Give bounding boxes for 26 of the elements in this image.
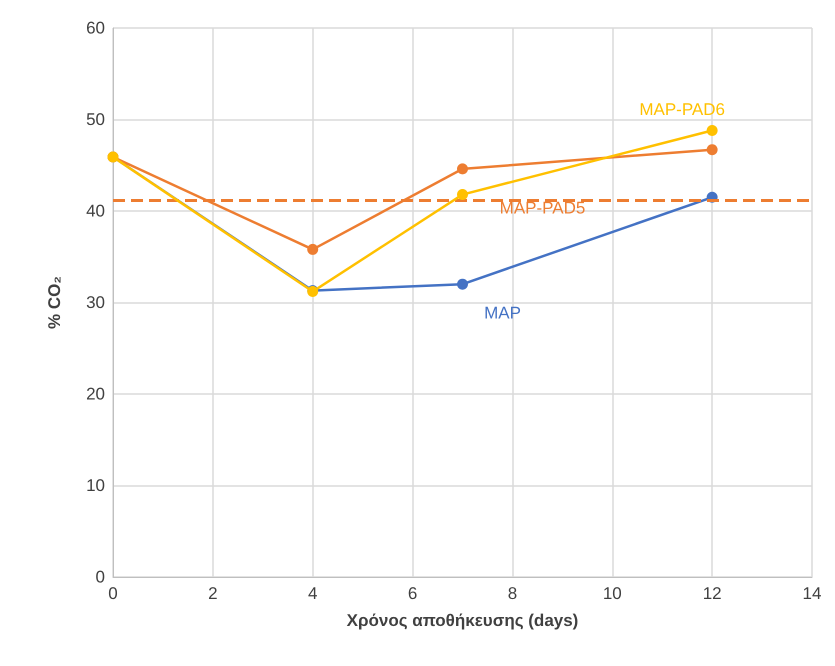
x-tick-label: 6	[408, 584, 418, 603]
point	[706, 124, 718, 136]
y-tick-label: 40	[86, 202, 105, 220]
x-axis-title: Χρόνος αποθήκευσης (days)	[346, 611, 578, 630]
x-tick-label: 14	[802, 584, 822, 603]
y-tick-label: 20	[86, 384, 105, 404]
point	[457, 278, 468, 290]
x-tick-label: 4	[308, 584, 318, 603]
y-tick-label: 30	[86, 293, 105, 312]
x-tick-label: 10	[602, 584, 622, 603]
point	[457, 189, 468, 200]
x-tick-label: 0	[108, 584, 118, 603]
x-tick-label: 2	[208, 584, 218, 603]
x-tick-label: 12	[702, 584, 722, 603]
y-tick-label: 60	[86, 18, 105, 38]
y-tick-label: 50	[86, 110, 105, 129]
y-tick-label: 0	[96, 568, 105, 586]
series-label: MAP-PAD6	[639, 100, 725, 119]
y-axis-title: % CO₂	[45, 276, 64, 329]
x-tick-label: 8	[508, 584, 518, 603]
series-label: MAP-PAD5	[500, 198, 586, 218]
series-label: MAP	[484, 304, 521, 323]
point	[706, 144, 718, 156]
point	[457, 163, 468, 174]
point	[307, 244, 318, 255]
y-tick-label: 10	[86, 476, 105, 495]
